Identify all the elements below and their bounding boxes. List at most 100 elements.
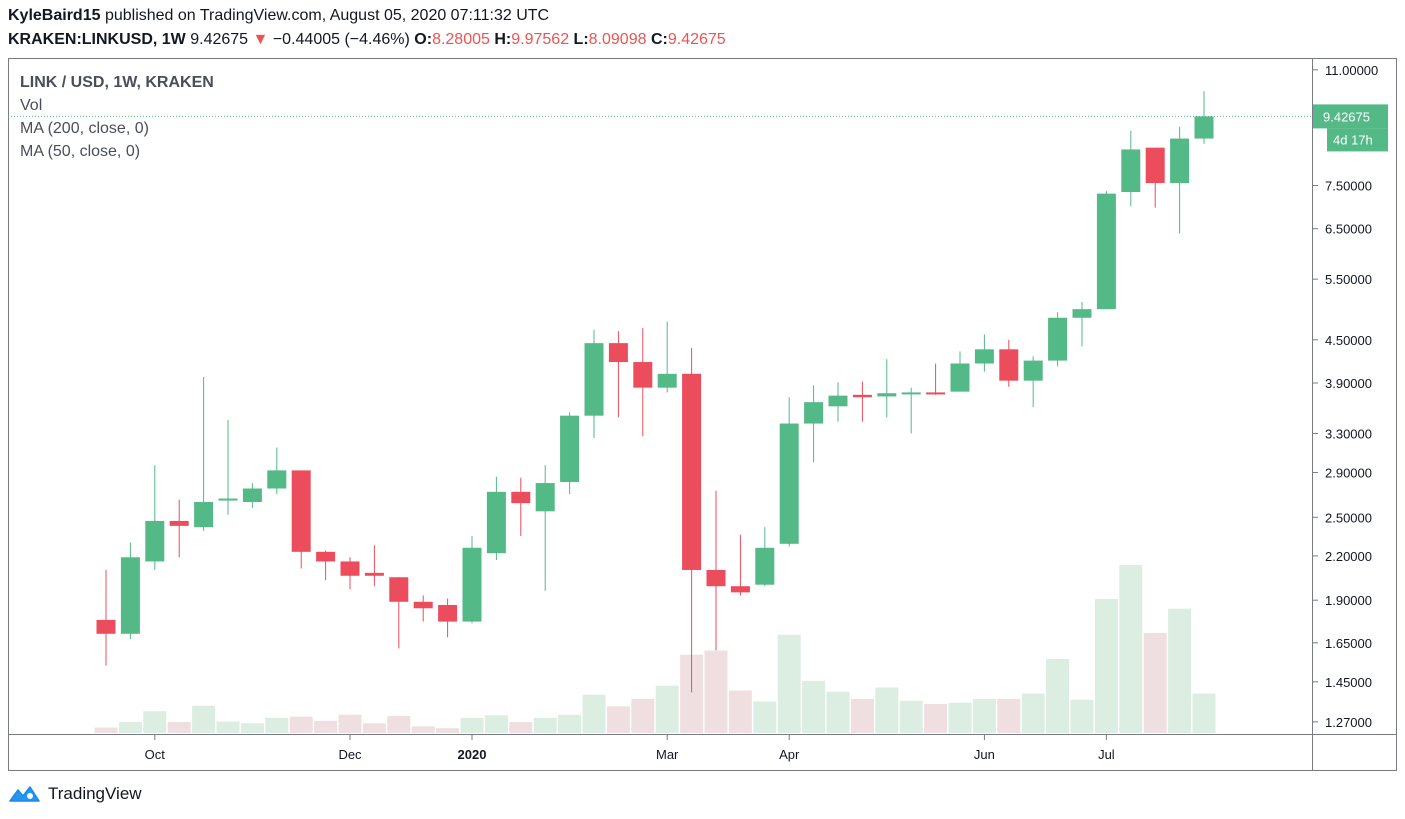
- candle-body: [316, 551, 336, 562]
- high-value: 9.97562: [511, 31, 570, 48]
- volume-bar: [460, 717, 484, 733]
- x-tick-label: Mar: [656, 747, 679, 762]
- volume-bar: [265, 717, 289, 733]
- volume-bar: [850, 699, 874, 733]
- candle-body: [999, 349, 1019, 381]
- volume-bar: [1046, 659, 1070, 733]
- candle-body: [1121, 149, 1141, 192]
- y-tick-label: 7.50000: [1325, 178, 1372, 193]
- candle-body: [291, 470, 311, 552]
- volume-bar: [118, 722, 142, 733]
- volume-bar: [1070, 699, 1094, 733]
- y-tick-label: 5.50000: [1325, 272, 1372, 287]
- candle-body: [1048, 317, 1068, 361]
- volume-bar: [1168, 608, 1192, 733]
- tradingview-logo-icon: [9, 786, 40, 802]
- candle-body: [462, 547, 482, 622]
- candle-body: [96, 619, 116, 634]
- y-tick-label: 2.20000: [1325, 549, 1372, 564]
- candle-body: [218, 498, 238, 501]
- candle-body: [877, 393, 897, 397]
- price-change: −0.44005 (−4.46%): [272, 31, 410, 48]
- volume-bar: [362, 723, 386, 733]
- x-tick-label: Dec: [338, 747, 362, 762]
- volume-bar: [924, 703, 948, 733]
- candle-body: [194, 501, 214, 528]
- volume-bar: [1143, 632, 1167, 733]
- x-tick-label: Apr: [779, 747, 800, 762]
- candle-body: [511, 491, 531, 504]
- candle-body: [804, 402, 824, 424]
- volume-bar: [972, 699, 996, 733]
- candle-body: [1145, 147, 1165, 184]
- volume-bars: [94, 565, 1216, 733]
- low-label: L:: [573, 31, 589, 48]
- chart-legend: LINK / USD, 1W, KRAKEN Vol MA (200, clos…: [20, 71, 214, 163]
- volume-bar: [411, 726, 435, 733]
- volume-bar: [582, 694, 606, 733]
- volume-bar: [1192, 693, 1216, 733]
- volume-bar: [728, 690, 752, 733]
- volume-bar: [655, 685, 679, 733]
- open-label: O:: [414, 31, 433, 48]
- candle-body: [852, 394, 872, 398]
- volume-bar: [948, 702, 972, 733]
- volume-bar: [875, 687, 899, 733]
- candle-body: [608, 343, 628, 363]
- open-value: 8.28005: [432, 31, 490, 48]
- volume-bar: [289, 716, 313, 733]
- candle-body: [438, 605, 458, 622]
- time-axis[interactable]: Oct Dec 2020 Mar Apr Jun Jul: [145, 735, 1115, 762]
- candle-body: [1072, 309, 1092, 318]
- legend-volume[interactable]: Vol: [20, 97, 43, 114]
- price-label-value: 9.42675: [1323, 109, 1370, 124]
- volume-bar: [509, 722, 533, 733]
- y-tick-label: 1.65000: [1325, 636, 1372, 651]
- author-name[interactable]: KyleBaird15: [8, 7, 101, 24]
- candle-body: [755, 547, 775, 585]
- volume-bar: [216, 721, 240, 733]
- candle-body: [340, 561, 360, 576]
- volume-bar: [899, 700, 923, 733]
- x-tick-label: Jul: [1098, 747, 1115, 762]
- x-tick-label: Jun: [974, 747, 995, 762]
- high-label: H:: [494, 31, 512, 48]
- candle-body: [486, 491, 506, 554]
- volume-bar: [631, 699, 655, 733]
- y-tick-label: 6.50000: [1325, 222, 1372, 237]
- candle-body: [145, 520, 165, 562]
- volume-bar: [387, 716, 411, 733]
- legend-ma50[interactable]: MA (50, close, 0): [20, 143, 141, 160]
- y-tick-label: 3.90000: [1325, 376, 1372, 391]
- published-text: published on TradingView.com, August 05,…: [104, 7, 550, 24]
- legend-ma200[interactable]: MA (200, close, 0): [20, 120, 149, 137]
- volume-bar: [484, 715, 508, 733]
- y-tick-label: 1.27000: [1325, 715, 1372, 730]
- volume-bar: [338, 714, 362, 733]
- x-tick-label: Oct: [145, 747, 166, 762]
- candle-body: [584, 343, 604, 416]
- candle-body: [169, 520, 189, 526]
- candle-body: [364, 572, 384, 576]
- candle-body: [242, 488, 262, 502]
- volume-bar: [802, 680, 826, 733]
- candle-body: [926, 392, 946, 395]
- legend-title[interactable]: LINK / USD, 1W, KRAKEN: [20, 74, 214, 91]
- candle-body: [1096, 193, 1116, 310]
- candle-body: [413, 601, 433, 609]
- close-label: C:: [650, 31, 668, 48]
- footer: TradingView: [8, 784, 142, 804]
- candle-body: [779, 423, 799, 544]
- tradingview-brand[interactable]: TradingView: [48, 784, 142, 803]
- y-tick-label: 1.90000: [1325, 593, 1372, 608]
- low-value: 8.09098: [588, 31, 647, 48]
- y-tick-label: 4.50000: [1325, 333, 1372, 348]
- volume-bar: [680, 654, 704, 733]
- symbol-name[interactable]: KRAKEN:LINKUSD, 1W: [8, 31, 186, 48]
- price-label-box: [1313, 104, 1388, 129]
- candle-body: [950, 363, 970, 392]
- publish-header: KyleBaird15 published on TradingView.com…: [8, 7, 549, 25]
- price-axis[interactable]: 11.00000 7.50000 6.50000 5.50000 4.50000 3.90…: [1313, 63, 1378, 730]
- volume-bar: [192, 705, 216, 733]
